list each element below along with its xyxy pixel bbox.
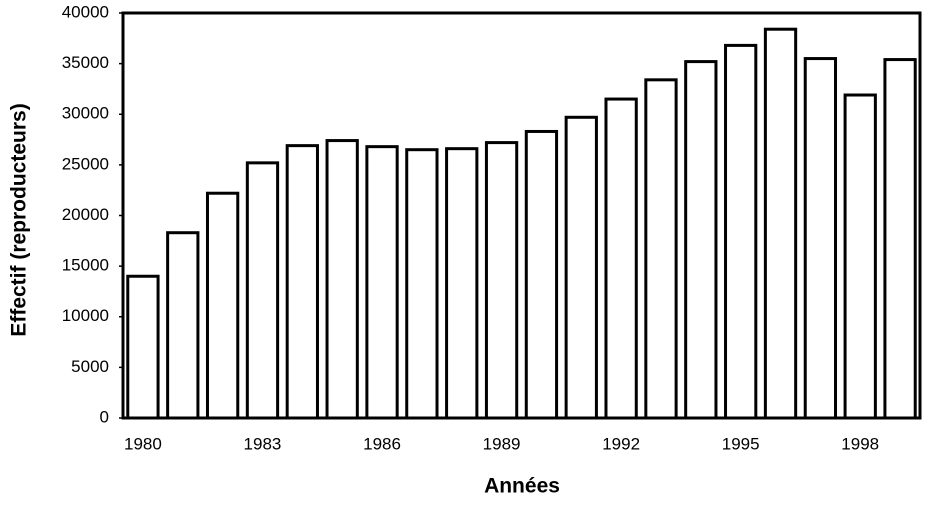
- bar: [205, 191, 240, 420]
- bar: [684, 60, 718, 420]
- bar: [285, 144, 319, 420]
- x-tick-label: 1986: [363, 434, 401, 453]
- y-tick-label: 5000: [71, 357, 109, 376]
- y-tick-label: 15000: [62, 256, 109, 275]
- y-tick-label: 30000: [62, 104, 109, 123]
- bar: [126, 274, 160, 420]
- bar: [763, 27, 798, 420]
- bar: [484, 141, 519, 420]
- bar: [564, 115, 598, 420]
- y-axis-label: Effectif (reproducteurs): [8, 103, 31, 336]
- x-tick-label: 1980: [124, 434, 162, 453]
- bar: [644, 78, 678, 420]
- bar: [166, 231, 200, 420]
- y-tick-label: 25000: [62, 154, 109, 173]
- x-tick-label: 1992: [602, 434, 640, 453]
- y-tick-label: 40000: [62, 2, 109, 21]
- bar: [524, 129, 559, 420]
- bar: [365, 145, 399, 420]
- y-tick-label: 20000: [62, 205, 109, 224]
- y-tick-label: 10000: [62, 306, 109, 325]
- x-tick-label: 1983: [244, 434, 282, 453]
- x-tick-label: 1989: [483, 434, 521, 453]
- bar: [724, 43, 758, 420]
- bar: [803, 57, 838, 420]
- bar: [405, 148, 439, 420]
- bar: [604, 97, 638, 420]
- bar: [843, 93, 877, 420]
- bar: [445, 147, 479, 420]
- bar: [325, 139, 359, 420]
- x-axis-label: Années: [484, 475, 560, 498]
- bar: [883, 58, 917, 420]
- x-tick-label: 1998: [841, 434, 879, 453]
- y-tick-label: 35000: [62, 53, 109, 72]
- x-tick-label: 1995: [722, 434, 760, 453]
- bar: [245, 161, 280, 420]
- y-tick-label: 0: [100, 407, 109, 426]
- plot-frame: [121, 11, 922, 420]
